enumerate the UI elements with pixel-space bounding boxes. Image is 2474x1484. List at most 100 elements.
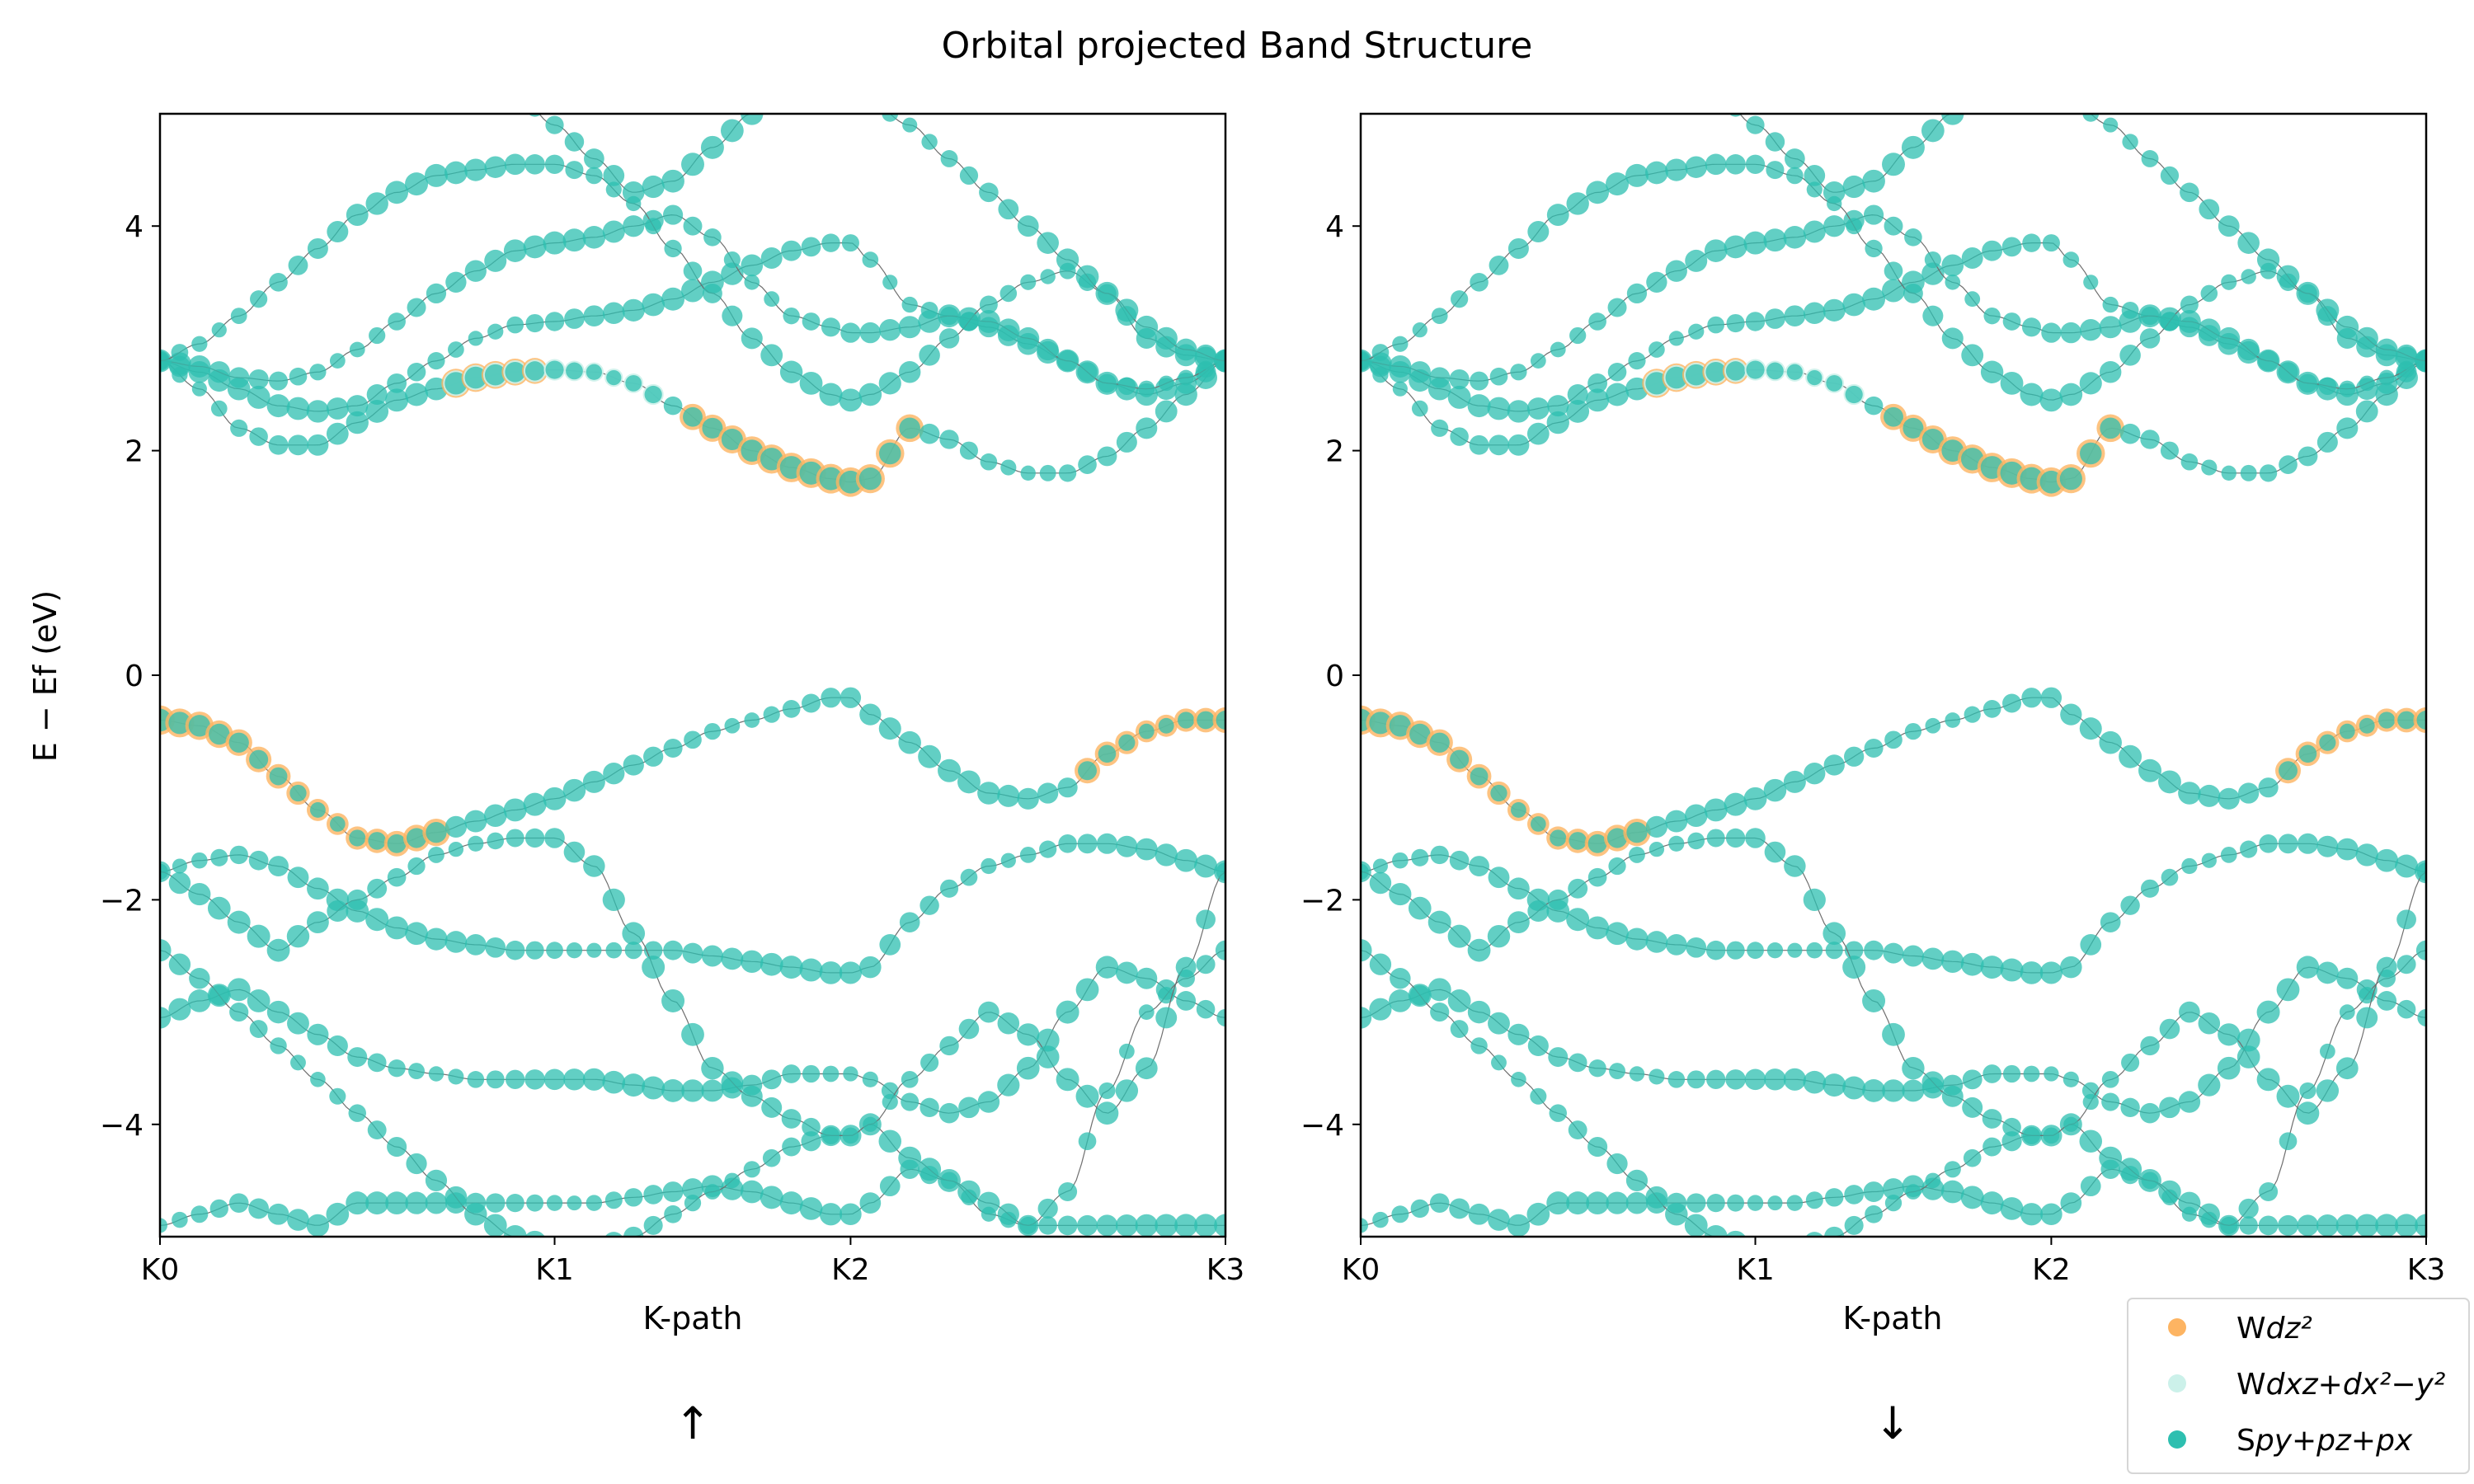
spypzpx-marker [1507,400,1531,423]
spypzpx-marker [1823,215,1846,237]
spypzpx-marker [387,867,407,887]
spypzpx-marker [1725,1069,1746,1090]
spypzpx-marker [819,1203,843,1226]
spypzpx-marker [567,1195,582,1211]
spypzpx-marker [504,153,526,176]
spypzpx-marker [1037,1198,1058,1219]
spypzpx-marker [1155,1214,1178,1237]
spypzpx-marker [562,228,586,252]
spypzpx-marker [448,841,464,857]
spypzpx-marker [1135,1214,1158,1237]
spypzpx-marker [802,1064,821,1083]
spypzpx-marker [307,434,329,456]
spypzpx-marker [1507,434,1530,456]
spypzpx-marker [1369,953,1392,975]
spypzpx-marker [683,216,703,236]
spypzpx-marker [1806,181,1823,198]
spypzpx-marker [2180,295,2199,314]
spypzpx-marker [2161,868,2179,886]
spypzpx-marker [307,1023,329,1045]
spypzpx-marker [801,237,821,257]
spypzpx-marker [1467,394,1491,418]
spypzpx-marker [920,1053,939,1072]
x-tick-label: K0 [1342,1253,1380,1287]
spypzpx-marker [1804,165,1826,186]
x-axis-label-left: K-path [642,1300,742,1336]
spypzpx-marker [978,1001,999,1023]
spypzpx-marker [507,83,523,99]
spypzpx-marker [1924,251,1941,269]
spypzpx-marker [1547,889,1569,910]
spypzpx-marker [702,417,723,439]
spypzpx-marker [740,1180,764,1204]
spypzpx-marker [821,317,841,337]
spypzpx-marker [1645,1186,1668,1209]
spypzpx-marker [1587,834,1607,853]
spypzpx-marker [468,835,484,852]
spypzpx-marker [1686,1193,1706,1213]
y-tick-label: 4 [1325,210,1344,244]
spypzpx-marker [2119,1158,2142,1181]
spypzpx-marker [2063,1116,2079,1132]
spypzpx-marker [1489,367,1508,386]
spypzpx-marker [1980,1191,2004,1215]
spypzpx-marker [1078,761,1097,781]
spypzpx-marker [2160,312,2180,331]
spypzpx-marker [1118,734,1136,751]
spypzpx-marker [1784,305,1806,326]
spypzpx-marker [2160,166,2180,186]
legend-marker-spypzpx [2168,1430,2186,1449]
spypzpx-marker [1704,1225,1728,1237]
spypzpx-marker [1607,298,1627,317]
spypzpx-marker [428,1066,444,1082]
spypzpx-marker [1921,947,1945,970]
spypzpx-marker [1687,832,1705,850]
spypzpx-marker [1115,961,1138,984]
spypzpx-marker [799,1197,823,1220]
spypzpx-marker [882,275,898,290]
spypzpx-marker [160,351,170,370]
spypzpx-marker [2101,1070,2119,1088]
spypzpx-marker [2375,1214,2399,1237]
spypzpx-marker [1075,1084,1099,1108]
spypzpx-marker [1842,956,1866,979]
spypzpx-marker [248,1198,270,1219]
spypzpx-marker [683,261,703,281]
spypzpx-marker [524,828,545,848]
spypzpx-marker [920,1097,939,1118]
spypzpx-marker [2335,1214,2359,1237]
spypzpx-marker [269,273,288,292]
spypzpx-marker [2177,310,2201,333]
y-tick-label: 0 [1325,660,1344,693]
spypzpx-marker [545,360,564,379]
spypzpx-marker [918,744,942,768]
spypzpx-marker [250,290,268,308]
spypzpx-marker [1945,274,1961,290]
spypzpx-marker [1743,231,1767,255]
spypzpx-marker [2217,1056,2241,1080]
spypzpx-marker [503,1225,527,1237]
spypzpx-marker [1724,235,1747,259]
spypzpx-marker [899,417,920,439]
spypzpx-marker [2278,834,2298,854]
spypzpx-marker [506,1194,524,1213]
spypzpx-marker [208,361,230,383]
spypzpx-marker [1389,715,1412,737]
spypzpx-marker [741,254,764,277]
spypzpx-marker [1626,822,1648,843]
spypzpx-marker [2102,296,2119,313]
spypzpx-marker [703,228,722,247]
spypzpx-marker [2140,1036,2160,1056]
spypzpx-marker [802,312,821,331]
spypzpx-marker [681,279,704,303]
spypzpx-marker [388,1059,406,1078]
spypzpx-marker [1743,787,1767,810]
spypzpx-marker [2141,150,2159,167]
spypzpx-marker [741,327,763,350]
spypzpx-marker [2042,234,2060,252]
spypzpx-marker [1361,939,1372,962]
legend-marker-wdz2 [2168,1318,2186,1336]
spypzpx-marker [643,1185,664,1205]
spypzpx-marker [2198,318,2221,341]
spypzpx-marker [464,260,487,282]
